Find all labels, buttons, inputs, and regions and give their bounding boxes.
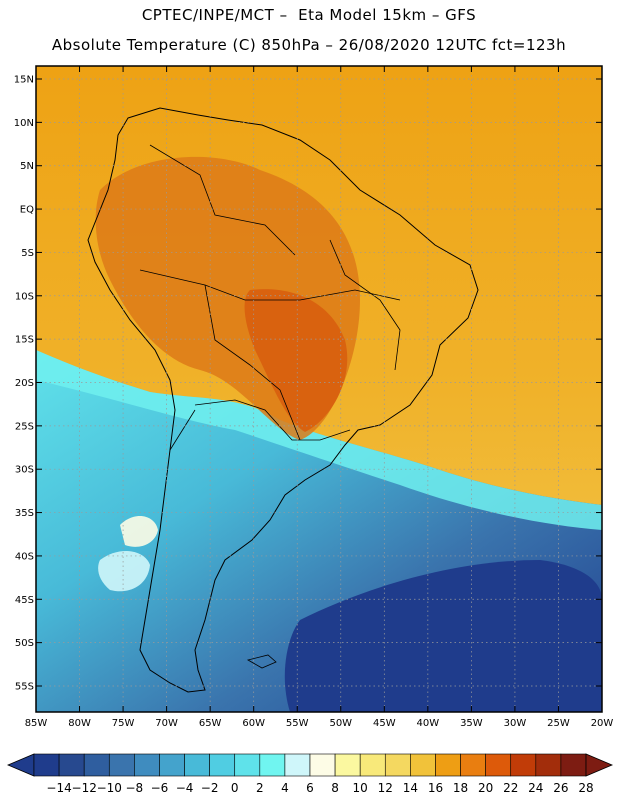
lat-tick-label: 15N bbox=[14, 75, 34, 86]
colorbar-segment bbox=[560, 753, 587, 777]
colorbar-label: 28 bbox=[578, 781, 593, 795]
lat-tick-label: 10N bbox=[14, 118, 34, 129]
colorbar-low-arrow bbox=[6, 753, 35, 777]
country-borders-3 bbox=[194, 399, 351, 441]
colorbar-segment bbox=[485, 753, 512, 777]
lon-tick-label: 65W bbox=[199, 718, 222, 729]
colorbar-segment bbox=[234, 753, 261, 777]
colorbar-label: 20 bbox=[478, 781, 493, 795]
lat-tick-label: 40S bbox=[15, 551, 34, 562]
colorbar-segment bbox=[460, 753, 486, 777]
colorbar-label: 10 bbox=[353, 781, 368, 795]
colorbar-label: −10 bbox=[97, 781, 122, 795]
lon-tick-label: 25W bbox=[547, 718, 570, 729]
lat-tick-label: 15S bbox=[15, 335, 34, 346]
colorbar-label: 18 bbox=[453, 781, 468, 795]
colorbar-segment bbox=[33, 753, 60, 777]
temperature-field bbox=[36, 66, 602, 712]
colorbar-label: 24 bbox=[528, 781, 543, 795]
map-frame bbox=[35, 65, 603, 713]
colorbar-label: −14 bbox=[46, 781, 71, 795]
lat-tick-label: EQ bbox=[20, 205, 34, 216]
lat-tick-label: 5S bbox=[21, 248, 34, 259]
colorbar-label: 16 bbox=[428, 781, 443, 795]
colorbar-label: 2 bbox=[256, 781, 264, 795]
colorbar-label: 12 bbox=[378, 781, 393, 795]
lat-tick-label: 50S bbox=[15, 638, 34, 649]
lat-tick-label: 25S bbox=[15, 421, 34, 432]
colorbar: −14 −12 −10 −8 −6 −4 −2 0 2 4 6 8 10 12 14 16 18 20 22 24 26… bbox=[6, 753, 614, 795]
lon-tick-label: 50W bbox=[329, 718, 352, 729]
colorbar-segment bbox=[359, 753, 386, 777]
lon-tick-label: 70W bbox=[155, 718, 178, 729]
lat-tick-label: 45S bbox=[15, 595, 34, 606]
colorbar-segment bbox=[384, 753, 411, 777]
colorbar-label: 14 bbox=[403, 781, 418, 795]
colorbar-segment bbox=[184, 753, 210, 777]
colorbar-label: 22 bbox=[503, 781, 518, 795]
colorbar-segment bbox=[284, 753, 311, 777]
colorbar-label: 26 bbox=[553, 781, 568, 795]
lat-tick-label: 5N bbox=[20, 161, 34, 172]
colorbar-label: 4 bbox=[281, 781, 289, 795]
colorbar-label: 6 bbox=[306, 781, 314, 795]
header-title-line2: Absolute Temperature (C) 850hPa – 26/08/… bbox=[51, 36, 567, 54]
lon-tick-label: 80W bbox=[68, 718, 91, 729]
colorbar-segment bbox=[309, 753, 336, 777]
colorbar-segment bbox=[334, 753, 361, 777]
lon-tick-label: 45W bbox=[373, 718, 396, 729]
country-borders-4 bbox=[169, 409, 196, 451]
state-borders bbox=[329, 239, 401, 371]
colorbar-segment bbox=[134, 753, 160, 777]
lat-tick-label: 20S bbox=[15, 378, 34, 389]
latitude-axis: 15N 10N 5N EQ 5S 10S 15S 20S 25S 30S 35S 40S 45S 50S 5… bbox=[14, 75, 602, 692]
colorbar-label: −4 bbox=[176, 781, 194, 795]
lon-tick-label: 75W bbox=[112, 718, 135, 729]
colorbar-label: −12 bbox=[72, 781, 97, 795]
lon-tick-label: 20W bbox=[591, 718, 614, 729]
colorbar-segment bbox=[108, 753, 135, 777]
cold-core bbox=[284, 560, 602, 712]
colorbar-segment bbox=[410, 753, 436, 777]
lon-tick-label: 35W bbox=[460, 718, 483, 729]
state-borders-2 bbox=[149, 144, 296, 256]
colorbar-high-arrow bbox=[585, 753, 614, 777]
colorbar-segment bbox=[535, 753, 562, 777]
longitude-axis: 85W 80W 75W 70W 65W 60W 55W 50W 45W 40W 35W 30W 25W 2… bbox=[25, 66, 614, 729]
colorbar-label: −8 bbox=[126, 781, 144, 795]
falkland-islands bbox=[246, 654, 277, 669]
lon-tick-label: 55W bbox=[286, 718, 309, 729]
lon-tick-label: 60W bbox=[242, 718, 265, 729]
lon-tick-label: 85W bbox=[25, 718, 48, 729]
lat-tick-label: 30S bbox=[15, 465, 34, 476]
colorbar-segment bbox=[209, 753, 236, 777]
colorbar-segment bbox=[435, 753, 461, 777]
colorbar-label: −2 bbox=[201, 781, 219, 795]
colorbar-label: −6 bbox=[151, 781, 169, 795]
colorbar-segment bbox=[510, 753, 537, 777]
country-borders-2 bbox=[204, 284, 301, 441]
light-cyan-patch bbox=[98, 550, 150, 592]
colorbar-segment bbox=[83, 753, 110, 777]
colorbar-label: 8 bbox=[331, 781, 339, 795]
country-borders bbox=[139, 269, 401, 301]
lon-tick-label: 30W bbox=[504, 718, 527, 729]
colorbar-segment bbox=[159, 753, 185, 777]
hottest-region bbox=[244, 289, 348, 432]
pale-yellow-patch bbox=[120, 515, 158, 547]
header-title-line1: CPTEC/INPE/MCT – Eta Model 15km – GFS bbox=[141, 6, 477, 24]
lon-tick-label: 40W bbox=[417, 718, 440, 729]
continent-outline bbox=[87, 107, 479, 693]
lat-tick-label: 35S bbox=[15, 508, 34, 519]
lat-tick-label: 55S bbox=[15, 681, 34, 692]
lat-tick-label: 10S bbox=[15, 291, 34, 302]
colorbar-segment bbox=[58, 753, 85, 777]
colorbar-label: 0 bbox=[231, 781, 239, 795]
colorbar-segment bbox=[259, 753, 286, 777]
